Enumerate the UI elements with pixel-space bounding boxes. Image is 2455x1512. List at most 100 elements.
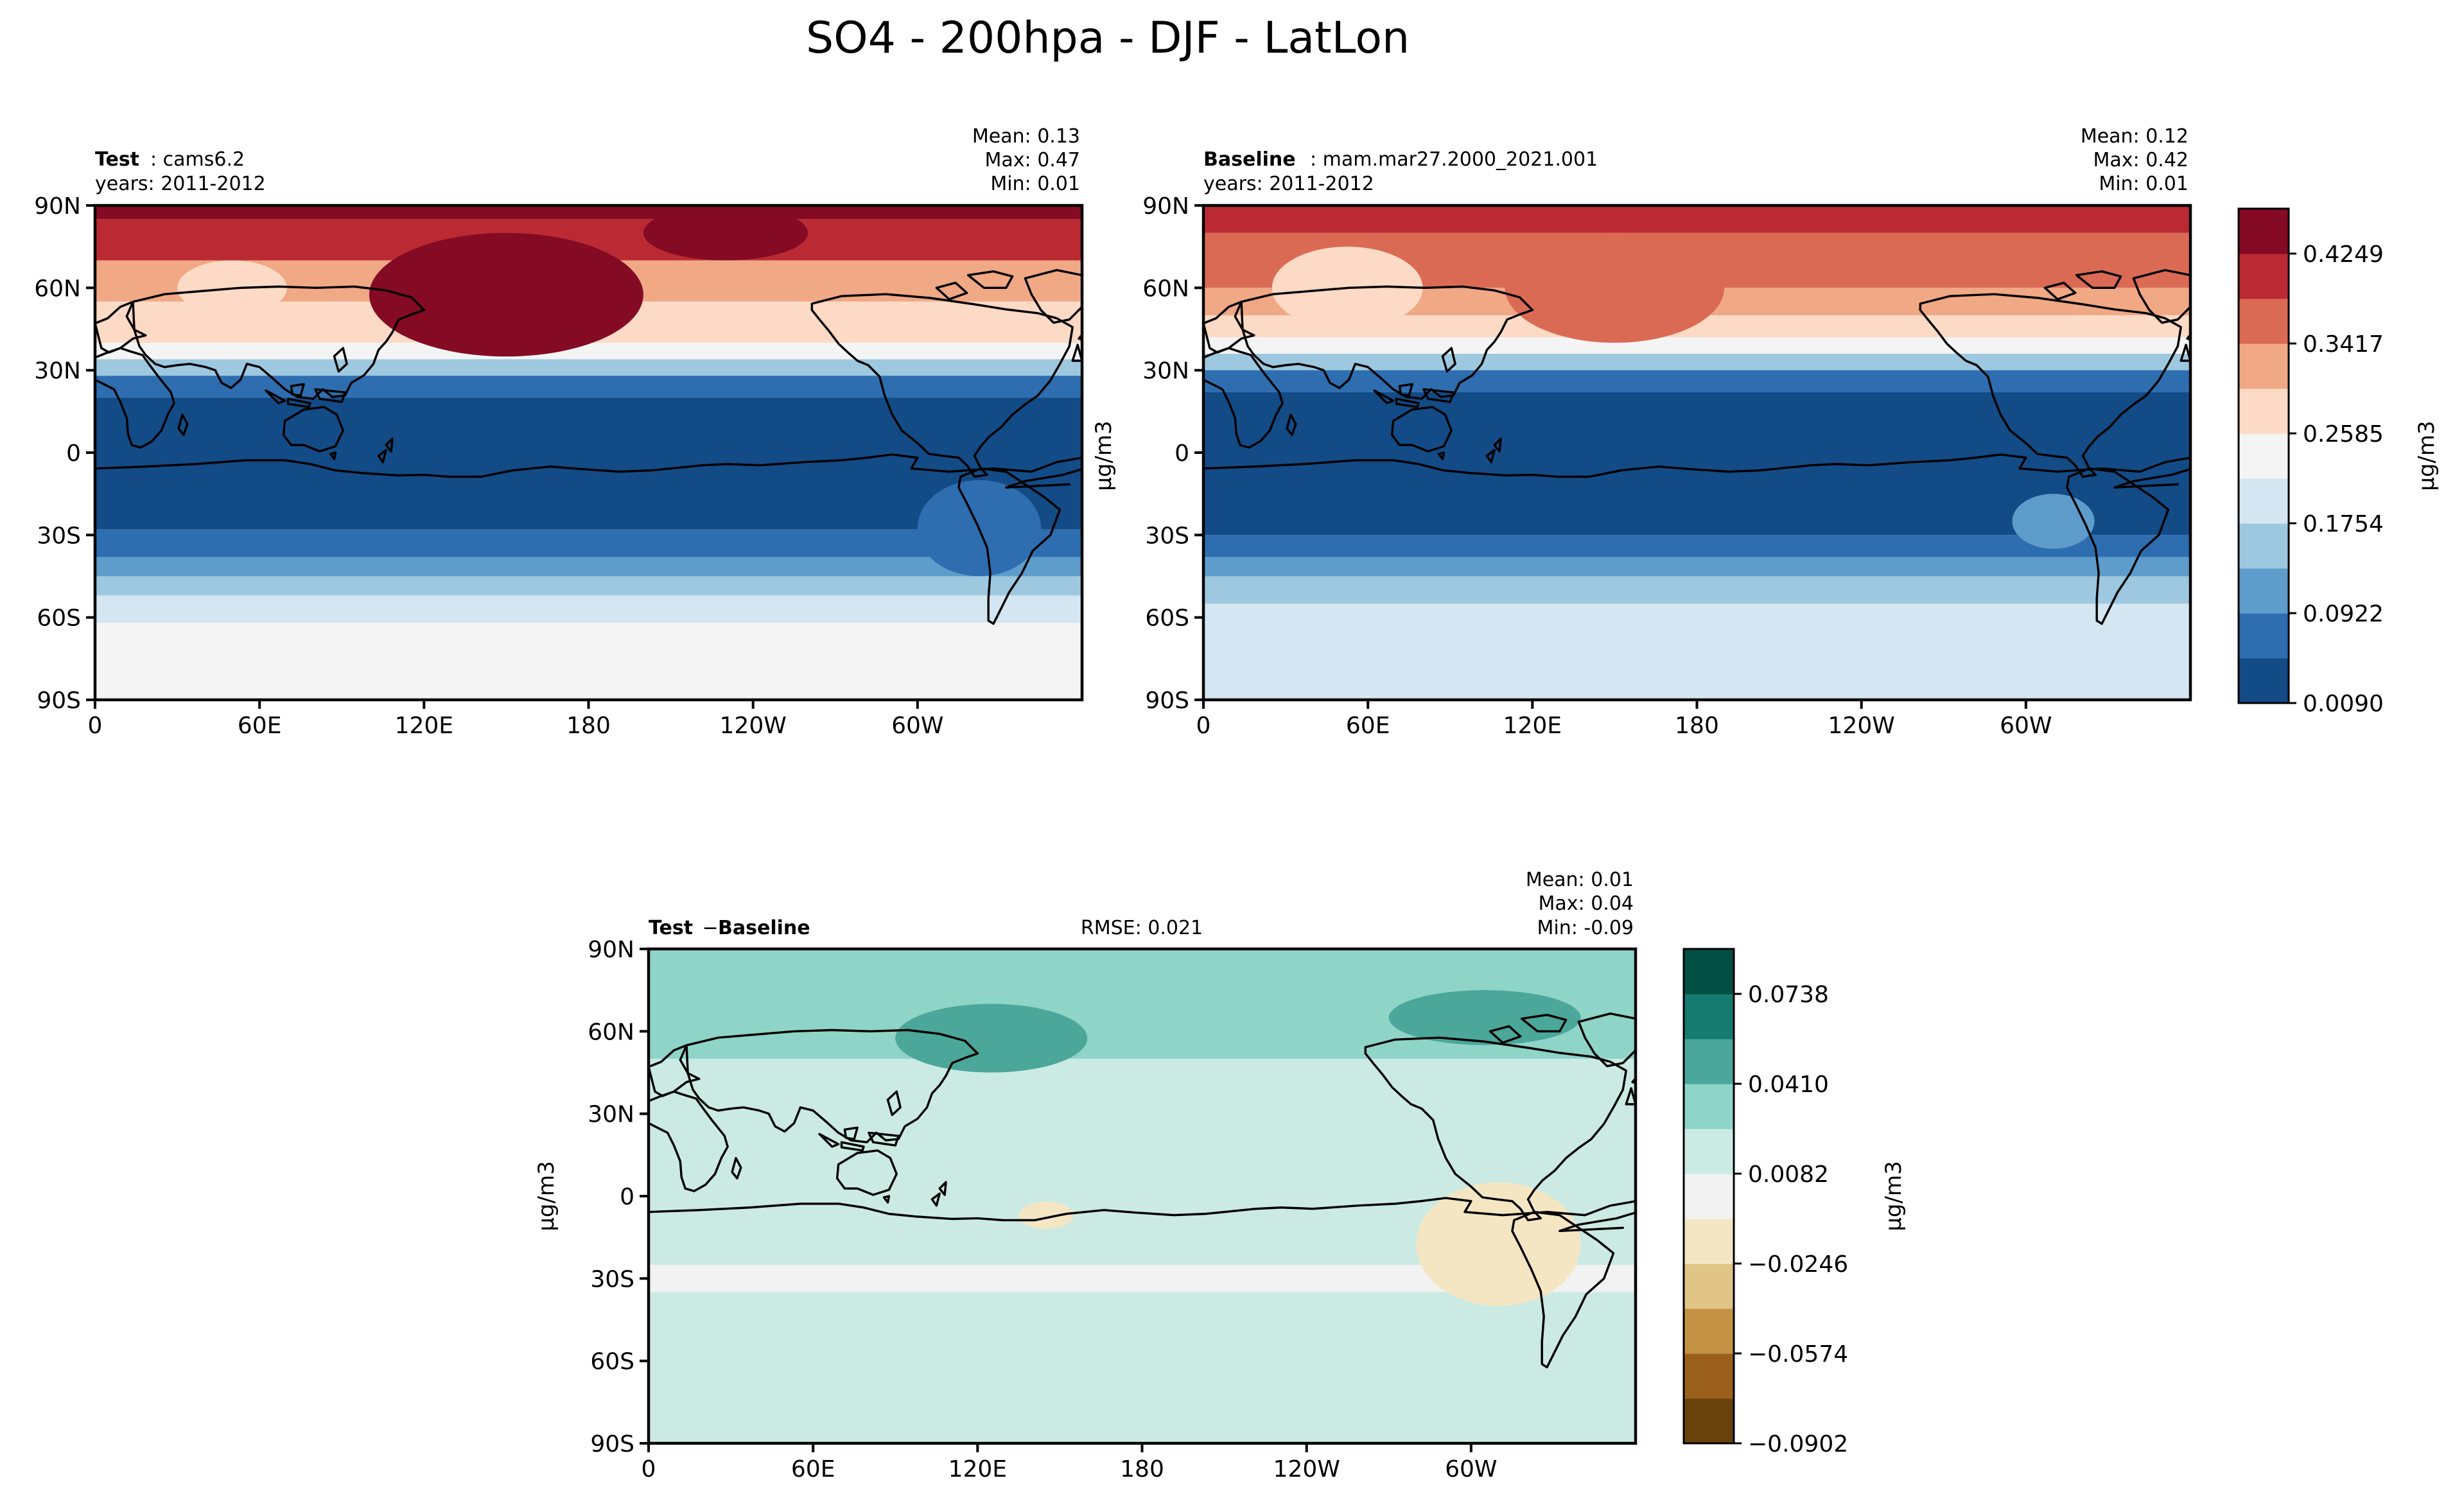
diff-band-5: [649, 1292, 1636, 1443]
colorbar-main-label: μg/m3: [2414, 421, 2440, 491]
test-ytick-label-2: 30N: [34, 358, 81, 385]
colorbar-diff-swatch-8: [1684, 1039, 1734, 1084]
diff-ytick-label-3: 0: [620, 1184, 634, 1210]
test-band-8: [95, 529, 1082, 557]
diff-ytick-label-0: 90N: [588, 937, 634, 963]
colorbar-diff-swatch-7: [1684, 1084, 1734, 1129]
test-stat-min: Min: 0.01: [990, 173, 1080, 195]
colorbar-diff-swatch-5: [1684, 1174, 1734, 1219]
baseline-ytick-label-6: 90S: [1145, 688, 1189, 714]
panel-test: 0 60E 120E 180 120W 60W 90N 60N 30N 0 30S 60S 90S: [34, 193, 1084, 739]
test-ytick-label-5: 60S: [37, 605, 81, 632]
baseline-stat-max: Max: 0.42: [2093, 149, 2189, 171]
baseline-xtick-label-0: 0: [1196, 713, 1211, 739]
test-ytick-label-1: 60N: [34, 275, 81, 302]
baseline-stat-mean: Mean: 0.12: [2081, 125, 2189, 148]
colorbar-diff-tick-label-4: 0.0410: [1748, 1072, 1829, 1098]
diff-ytick-label-4: 30S: [590, 1266, 634, 1292]
colorbar-diff-tick-label-5: 0.0738: [1748, 982, 1829, 1008]
diff-xtick-label-0: 0: [642, 1456, 656, 1482]
baseline-band-4: [1203, 337, 2190, 354]
colorbar-diff-swatch-0: [1684, 1398, 1734, 1444]
test-xtick-label-5: 60W: [891, 713, 943, 739]
diff-rmse: RMSE: 0.021: [1081, 917, 1203, 939]
test-band-12: [95, 623, 1082, 700]
baseline-xtick-label-1: 60E: [1346, 713, 1390, 739]
baseline-feature-2: [2012, 494, 2095, 549]
diff-ytick-label-6: 90S: [590, 1431, 634, 1457]
baseline-ylabel-units: μg/m3: [1091, 421, 1117, 491]
colorbar-main-swatch-4: [2239, 478, 2289, 524]
baseline-band-0: [1203, 205, 2190, 233]
diff-band-2: [649, 1059, 1636, 1128]
panel-baseline: 0 60E 120E 180 120W 60W 90N 60N 30N 0 30S 60S 90S: [1142, 193, 2192, 739]
test-band-11: [95, 595, 1082, 623]
diff-ytick-label-5: 60S: [590, 1349, 634, 1375]
baseline-ytick-label-4: 30S: [1145, 523, 1189, 549]
test-xtick-label-4: 120W: [720, 713, 787, 739]
colorbar-main-tick-label-3: 0.2585: [2303, 421, 2384, 448]
diff-title-separator: −: [696, 917, 724, 939]
colorbar-main-swatch-9: [2239, 254, 2289, 299]
test-band-9: [95, 557, 1082, 577]
colorbar-diff-tick-label-3: 0.0082: [1748, 1161, 1829, 1188]
test-band-6: [95, 376, 1082, 398]
colorbar-diff-tick-label-1: −0.0574: [1748, 1341, 1848, 1368]
colorbar-diff-swatch-6: [1684, 1129, 1734, 1174]
colorbar-main-tick-label-5: 0.4249: [2303, 241, 2384, 268]
baseline-ytick-label-1: 60N: [1142, 275, 1189, 302]
baseline-band-6: [1203, 370, 2190, 392]
baseline-contour-fills: [1203, 205, 2190, 700]
diff-feature-1: [1388, 990, 1581, 1045]
colorbar-diff-swatch-2: [1684, 1308, 1734, 1354]
test-xtick-label-3: 180: [566, 713, 611, 739]
colorbar-main-frame: [2237, 207, 2290, 704]
colorbar-main-tick-label-4: 0.3417: [2303, 331, 2384, 358]
colorbar-diff-swatch-1: [1684, 1353, 1734, 1399]
colorbar-main-swatch-5: [2239, 433, 2289, 479]
colorbar-diff-frame: [1682, 948, 1735, 1445]
baseline-ytick-label-5: 60S: [1145, 605, 1189, 632]
test-ytick-label-4: 30S: [37, 523, 81, 549]
diff-band-0: [649, 949, 1636, 977]
diff-feature-0: [895, 1004, 1088, 1073]
test-years: years: 2011-2012: [95, 173, 266, 195]
diff-title-bold-test: Test: [649, 917, 693, 939]
baseline-title-bold: Baseline: [1203, 148, 1296, 171]
test-ytick-label-3: 0: [66, 440, 81, 467]
colorbar-main-swatch-3: [2239, 523, 2289, 569]
colorbar-main-tick-label-2: 0.1754: [2303, 511, 2384, 537]
test-ytick-label-0: 90N: [34, 193, 81, 220]
baseline-xtick-label-5: 60W: [2000, 713, 2052, 739]
baseline-title-name: : mam.mar27.2000_2021.001: [1310, 148, 1598, 171]
colorbar-diff-tick-label-2: −0.0246: [1748, 1251, 1848, 1278]
baseline-feature-0: [1505, 232, 1725, 343]
colorbar-main-swatch-6: [2239, 388, 2289, 434]
test-contour-fills: [95, 205, 1082, 700]
test-xtick-label-0: 0: [88, 713, 103, 739]
diff-stat-mean: Mean: 0.01: [1526, 869, 1634, 891]
colorbar-main-swatch-7: [2239, 343, 2289, 389]
baseline-band-10: [1203, 576, 2190, 604]
colorbar-diff: −0.0902 −0.0574 −0.0246 0.0082 0.0410 0.0738: [1682, 948, 1848, 1457]
baseline-band-5: [1203, 354, 2190, 370]
test-stat-mean: Mean: 0.13: [972, 125, 1080, 148]
baseline-band-11: [1203, 604, 2190, 700]
diff-ylabel-units: μg/m3: [534, 1161, 559, 1231]
colorbar-diff-swatch-4: [1684, 1219, 1734, 1264]
diff-xtick-label-1: 60E: [791, 1456, 835, 1482]
baseline-stat-min: Min: 0.01: [2099, 173, 2189, 195]
panel-diff: 0 60E 120E 180 120W 60W 90N 60N 30N 0 30S 60S 90S: [588, 937, 1638, 1482]
baseline-ytick-label-2: 30N: [1142, 358, 1189, 385]
diff-feature-3: [1416, 1182, 1581, 1307]
test-stat-max: Max: 0.47: [985, 149, 1080, 171]
colorbar-main: 0.0090 0.0922 0.1754 0.2585 0.3417 0.4249: [2237, 207, 2384, 717]
test-xtick-label-2: 120E: [395, 713, 453, 739]
diff-stat-min: Min: -0.09: [1537, 917, 1634, 939]
test-band-10: [95, 576, 1082, 596]
colorbar-diff-swatch-9: [1684, 994, 1734, 1039]
diff-ytick-label-2: 30N: [588, 1102, 634, 1128]
test-ytick-label-6: 90S: [37, 688, 81, 714]
test-feature-1: [643, 205, 808, 261]
